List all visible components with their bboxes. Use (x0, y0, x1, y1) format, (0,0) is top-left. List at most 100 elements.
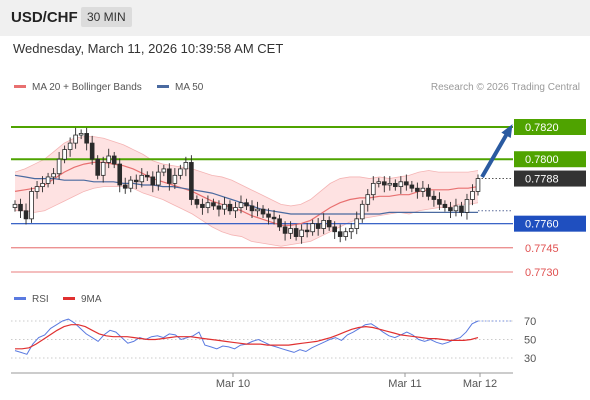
candle-body-down (271, 216, 277, 220)
candle-body-down (337, 231, 343, 237)
candle (222, 197, 227, 215)
candle-body-down (304, 229, 310, 233)
level-labels: 0.7820 0.7800 0.7788 0.7760 0.7745 0.7730 (514, 119, 586, 279)
candle-body-down (260, 208, 266, 215)
candle-body-down (442, 203, 448, 208)
candle-body-down (122, 184, 128, 189)
candle (475, 174, 481, 196)
header-bar: USD/CHF 30 MIN (0, 0, 590, 36)
candle-body-down (277, 218, 282, 228)
candle (200, 198, 205, 215)
candle-body-up (139, 174, 145, 183)
secondary-support-label: 0.7745 (525, 243, 559, 255)
candle-body-up (299, 229, 304, 237)
candle (381, 176, 387, 193)
secondary-support-label: 0.7730 (525, 267, 559, 279)
candle (299, 224, 304, 244)
candle (288, 221, 293, 239)
candle-body-down (415, 187, 420, 192)
candle-body-up (321, 220, 326, 229)
rsi-tick-label: 50 (524, 335, 536, 347)
candle (89, 135, 95, 165)
candle (172, 168, 178, 190)
candle (34, 180, 40, 199)
candle (249, 200, 255, 219)
candle (464, 193, 470, 220)
candle-body-down (144, 174, 150, 178)
projection-arrow (480, 124, 513, 178)
candle (133, 174, 139, 190)
candle-body-up (398, 181, 404, 188)
resistance-label: 0.7800 (525, 154, 559, 166)
candle (95, 155, 100, 180)
candle (398, 176, 404, 194)
candle (321, 213, 326, 235)
candle (453, 198, 459, 217)
chart-datetime: Wednesday, March 11, 2026 10:39:58 AM CE… (13, 41, 284, 56)
bollinger-band-area (15, 136, 478, 247)
candle-body-up (183, 162, 189, 170)
candle (183, 156, 189, 177)
candle (73, 127, 78, 149)
candle (343, 227, 349, 241)
candle (420, 180, 426, 198)
candle-body-up (156, 171, 161, 186)
rsi-ma-line (15, 324, 479, 350)
ma50-legend-swatch (157, 85, 169, 88)
support-label: 0.7760 (525, 219, 559, 231)
candle (40, 176, 45, 193)
candle-body-down (111, 155, 117, 165)
candle-body-up (205, 202, 211, 208)
candle-body-down (315, 223, 321, 229)
rsi-panel: 70 50 30 (11, 316, 536, 365)
resistance-label: 0.7820 (525, 122, 559, 134)
candle (150, 171, 156, 193)
candle-body-up (464, 199, 470, 213)
candle (12, 200, 18, 212)
current-price-box (514, 170, 586, 187)
candle (404, 174, 409, 191)
candle-body-up (310, 223, 315, 233)
candle (260, 205, 266, 219)
candle-body-up (343, 231, 349, 237)
candle-body-down (459, 205, 464, 213)
candle-body-up (470, 191, 475, 200)
candle-body-up (255, 208, 260, 212)
candle-body-up (365, 194, 371, 205)
candle (332, 221, 337, 239)
candle (29, 187, 34, 223)
candle-body-up (178, 168, 183, 176)
candle-body-down (18, 203, 23, 212)
candle-body-down (404, 181, 409, 186)
candle-body-down (216, 205, 222, 210)
support-resistance-lines (11, 126, 513, 273)
candle (216, 200, 222, 217)
candle-body-up (56, 158, 62, 175)
candle (122, 177, 128, 194)
rsi-legend-label: RSI (32, 294, 49, 305)
candle-body-up (453, 205, 459, 212)
candle-body-up (348, 228, 354, 233)
candle-body-down (393, 182, 398, 188)
candle (437, 192, 442, 210)
candle-body-down (293, 228, 299, 237)
timeframe-button[interactable]: 30 MIN (81, 7, 132, 27)
candle-body-up (40, 182, 45, 188)
candle-body-down (189, 162, 194, 200)
credit-label: Research © 2026 Trading Central (431, 82, 580, 93)
candle-body-down (266, 213, 271, 218)
candle (233, 201, 238, 219)
candle (51, 168, 56, 185)
x-tick-label: Mar 11 (388, 378, 421, 390)
candle (189, 155, 194, 206)
candle-body-up (51, 173, 56, 178)
rsi-line (14, 318, 479, 355)
candle (415, 182, 420, 199)
candle (106, 148, 112, 169)
rsi-ma-legend-label: 9MA (81, 294, 102, 305)
support-label-box (514, 215, 586, 232)
candle-body-down (381, 181, 387, 186)
candle (337, 224, 343, 243)
candle-body-up (29, 191, 34, 220)
